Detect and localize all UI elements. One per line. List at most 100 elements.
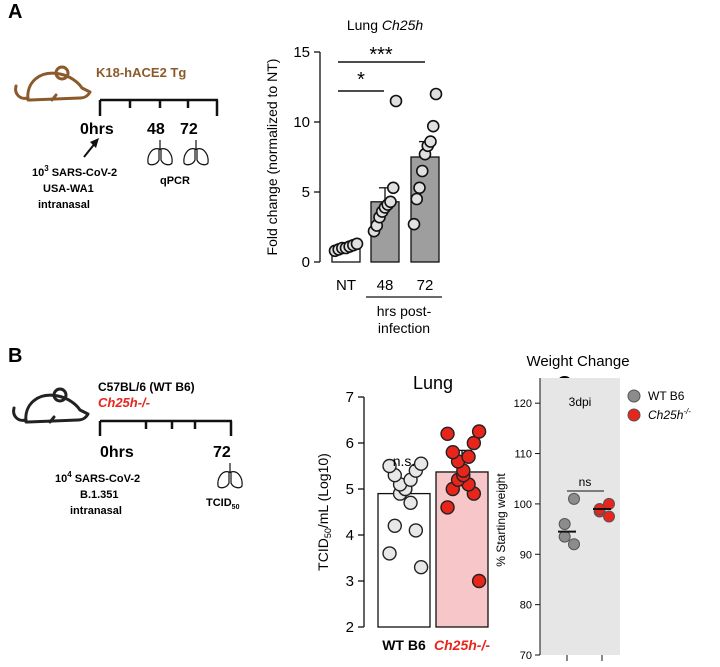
virus-a: USA-WA1 [43,183,94,195]
data-point-a [415,164,429,178]
y-tick-label-c: 90 [520,549,532,561]
data-point-c [558,530,571,543]
x-tick-label-b: Ch25h-/- [434,637,490,653]
strain-label-a: K18-hACE2 Tg [96,65,186,80]
sig-label-b: n.s. [393,453,416,469]
y-axis-label-a: Fold change (normalized to NT) [264,59,280,256]
legend-label-ko-sup: -/- [683,407,691,416]
mouse-icon-a [14,65,92,102]
x-group-label-a1: hrs post- [377,303,432,319]
legend-marker-ko [627,408,641,422]
data-point-a [384,195,397,209]
x-tick-label-b: WT B6 [382,637,426,653]
route-b: intranasal [70,505,122,517]
y-tick-label-a: 0 [302,254,310,271]
data-point-c [568,538,580,551]
chart-title-c: Weight Change [526,353,629,370]
data-point-a [426,119,440,133]
legend-marker-wt [627,389,641,403]
chart-title-a: Lung Ch25h [347,17,424,33]
sig-label-a1: * [357,69,365,91]
y-axis-label-rest-b: /mL (Log10) [315,453,331,528]
strain-label-b2: Ch25h-/- [98,395,150,410]
data-point-a [407,217,421,231]
data-point-a [350,237,364,251]
y-tick-label-b: 2 [346,619,354,636]
y-tick-label-c: 110 [514,449,532,461]
legend-label-wt: WT B6 [648,389,685,403]
mouse-icon-b [12,387,90,424]
data-point-a [410,192,424,206]
data-point-b [471,424,487,439]
y-axis-label-sub-b: 50 [323,528,333,538]
timeline-b [98,419,233,436]
panel-b-letter: B [8,345,22,367]
lung-icon-72a [183,140,209,166]
arrow-icon-a [83,138,99,158]
timeline-a [98,98,219,116]
data-point-b [387,518,402,533]
chart-c: Weight Change 3dpi 70 80 90 100 110 120 % Starti… [494,353,691,662]
y-tick-label-b: 6 [346,435,354,452]
data-point-b [408,523,424,538]
sig-label-a2: *** [369,44,393,66]
y-tick-label-c: 120 [514,398,532,410]
chart-a: 0 5 10 15 Fold change (normalized to NT) Lung… [264,17,443,336]
data-point-a [429,87,443,101]
y-tick-label-a: 15 [293,44,310,61]
x-tick-label-a: 48 [377,277,394,294]
strain-label-b1: C57BL/6 (WT B6) [98,380,195,394]
lung-icon-48 [147,140,173,166]
data-point-c [568,492,580,505]
data-point-c [603,497,615,510]
y-axis-label-b: TCID50/mL (Log10) [315,453,333,571]
data-point-b [413,560,429,575]
x-tick-label-a: NT [336,277,356,294]
y-tick-label-c: 70 [520,650,532,662]
timepoint-0-b: 0hrs [100,444,134,461]
lung-icon-b [217,463,243,489]
y-tick-label-b: 7 [346,389,354,406]
y-tick-label-b: 3 [346,573,354,590]
readout-a: qPCR [160,175,190,187]
data-point-b [471,573,487,589]
data-point-a [389,94,403,108]
data-point-b [466,435,482,451]
y-tick-label-c: 100 [514,499,532,511]
legend-label-ko: Ch25h-/- [648,407,691,422]
route-a: intranasal [38,199,90,211]
shaded-label-c: 3dpi [569,395,592,409]
y-tick-label-c: 80 [520,600,532,612]
data-point-b [382,546,397,561]
data-point-b [440,500,455,515]
chart-b: 2 3 4 5 6 7 TCID50/mL (Log10) Lung WT B6 Ch25h-/-… [315,373,490,653]
data-point-b [413,456,429,471]
data-point-b [445,445,460,460]
chart-title-b: Lung [413,373,453,393]
data-point-b [403,495,418,510]
inoculum-a: 103 SARS-CoV-2 [32,164,117,179]
readout-b: TCID50 [206,497,240,511]
timepoint-72-a: 72 [180,121,198,138]
data-point-c [603,510,615,523]
data-point-c [558,518,571,531]
x-group-label-a2: infection [378,320,430,336]
data-point-b [461,449,476,464]
virus-b: B.1.351 [80,489,119,501]
data-point-a [413,181,426,195]
data-point-a [386,181,400,195]
data-point-b [440,426,455,441]
y-tick-label-a: 5 [302,184,310,201]
timepoint-0-a: 0hrs [80,121,114,138]
panel-a-letter: A [8,1,22,23]
data-point-a [424,135,437,148]
timepoint-48-a: 48 [147,121,165,138]
y-axis-label-c: % Starting weight [494,473,508,567]
data-point-b [382,458,397,474]
y-tick-label-a: 10 [293,114,310,131]
x-tick-label-a: 72 [417,277,434,294]
timepoint-72-b: 72 [213,444,231,461]
y-tick-label-b: 4 [346,527,354,544]
sig-label-c: ns [579,475,592,489]
